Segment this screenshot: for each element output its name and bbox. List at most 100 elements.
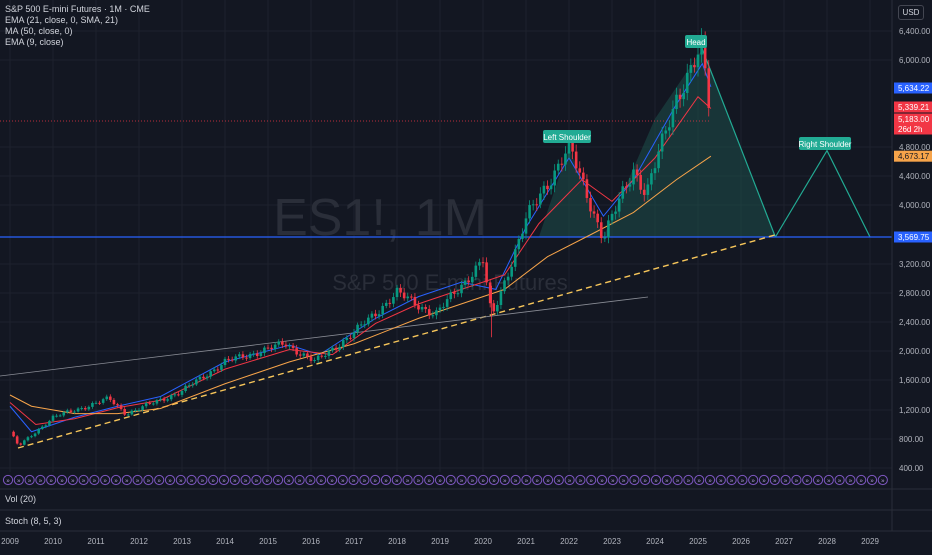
- volume-pane-label[interactable]: Vol (20): [5, 494, 37, 504]
- event-marker-glyph: »: [827, 479, 831, 485]
- legend-ema9[interactable]: EMA (9, close): [5, 37, 64, 47]
- event-marker: [834, 474, 845, 486]
- event-marker-glyph: »: [104, 479, 108, 485]
- candle-body: [241, 354, 245, 358]
- candle-body: [212, 369, 216, 372]
- event-marker-glyph: »: [212, 479, 216, 485]
- candle-body: [531, 204, 535, 206]
- event-marker-glyph: »: [341, 479, 345, 485]
- event-marker: [251, 474, 262, 486]
- candle-body: [650, 173, 653, 185]
- candle-body: [238, 354, 241, 357]
- event-marker-glyph: »: [82, 479, 86, 485]
- candle-body: [499, 291, 503, 305]
- event-marker: [100, 474, 111, 486]
- candle-body: [621, 186, 625, 199]
- candle-body: [445, 299, 449, 307]
- candle-body: [467, 280, 470, 283]
- candle-body: [388, 302, 392, 304]
- event-marker: [683, 474, 694, 486]
- time-tick-label: 2016: [302, 537, 320, 546]
- candle-body: [506, 276, 510, 281]
- event-marker: [164, 474, 176, 486]
- price-tick-label: 4,000.00: [899, 201, 931, 210]
- event-marker-glyph: »: [460, 479, 464, 485]
- price-tick-label: 1,200.00: [899, 406, 931, 415]
- candle-body: [223, 358, 227, 366]
- candle-body: [202, 376, 205, 379]
- currency-button[interactable]: USD: [898, 5, 924, 20]
- event-marker: [780, 474, 791, 486]
- event-marker: [694, 474, 705, 486]
- event-marker: [240, 474, 251, 486]
- price-axis[interactable]: 6,400.00 6,000.00 4,800.00 4,400.00 4,000.00…: [891, 0, 932, 531]
- event-marker: [532, 474, 543, 486]
- event-marker: [316, 474, 327, 486]
- event-marker: [726, 474, 737, 486]
- event-marker: [542, 474, 554, 486]
- candle-body: [180, 391, 184, 395]
- time-tick-label: 2012: [130, 537, 148, 546]
- candle-body: [177, 394, 180, 396]
- candle-body: [642, 189, 646, 195]
- event-marker-glyph: »: [136, 479, 140, 485]
- event-marker-glyph: »: [255, 479, 259, 485]
- event-marker-glyph: »: [838, 479, 842, 485]
- candle-body: [438, 307, 442, 311]
- price-tick-label: 400.00: [899, 464, 924, 473]
- stoch-pane-label[interactable]: Stoch (8, 5, 3): [5, 516, 62, 526]
- candle-body: [302, 353, 306, 356]
- candle-body: [664, 130, 668, 134]
- label-right-shoulder-bg: [799, 137, 851, 150]
- event-marker-glyph: »: [741, 479, 745, 485]
- candle-body: [703, 37, 707, 69]
- price-tick-label: 1,600.00: [899, 376, 931, 385]
- legend-ema21[interactable]: EMA (21, close, 0, SMA, 21): [5, 15, 119, 25]
- pattern-right-shoulder-line: [774, 149, 871, 238]
- candle-body: [166, 399, 169, 401]
- candle-body: [492, 303, 496, 312]
- time-tick-label: 2009: [1, 537, 19, 546]
- event-marker: [413, 474, 424, 486]
- candle-body: [539, 193, 542, 205]
- candle-body: [19, 443, 23, 445]
- event-marker: [499, 474, 510, 486]
- label-left-shoulder: Left Shoulder: [543, 133, 591, 142]
- candle-body: [230, 359, 234, 361]
- price-label: 3,569.75: [898, 233, 930, 242]
- pattern-area: [538, 49, 776, 237]
- candle-body: [635, 169, 639, 175]
- event-marker-glyph: »: [17, 479, 21, 485]
- candle-body: [316, 355, 320, 361]
- event-marker-glyph: »: [665, 479, 669, 485]
- candle-body: [657, 151, 660, 169]
- event-marker-glyph: »: [849, 479, 853, 485]
- event-marker-glyph: »: [611, 479, 615, 485]
- legend-ma50[interactable]: MA (50, close, 0): [5, 26, 73, 36]
- candle-body: [69, 410, 73, 412]
- candle-body: [560, 163, 564, 165]
- candle-body: [266, 347, 270, 349]
- candle-body: [542, 185, 546, 194]
- candle-body: [270, 347, 273, 350]
- candle-body: [94, 402, 98, 404]
- legend-title[interactable]: S&P 500 E-mini Futures · 1M · CME: [5, 4, 150, 14]
- candle-body: [205, 376, 209, 379]
- candle-body: [614, 211, 617, 214]
- price-tick-label: 4,800.00: [899, 143, 931, 152]
- time-tick-label: 2015: [259, 537, 277, 546]
- candle-body: [460, 284, 463, 294]
- candle-body: [567, 137, 571, 154]
- candle-body: [435, 310, 438, 316]
- candle-body: [381, 305, 384, 315]
- time-tick-label: 2017: [345, 537, 363, 546]
- event-marker-glyph: »: [168, 479, 172, 485]
- candle-body: [291, 345, 295, 349]
- candle-body: [112, 399, 116, 405]
- price-label-bg: [894, 113, 932, 135]
- candle-body: [384, 302, 388, 306]
- event-marker: [488, 474, 500, 486]
- candle-body: [109, 396, 112, 400]
- time-axis[interactable]: 2009 2010 2011 2012 2013 2014 2015 2016 2017 2018…: [1, 537, 879, 546]
